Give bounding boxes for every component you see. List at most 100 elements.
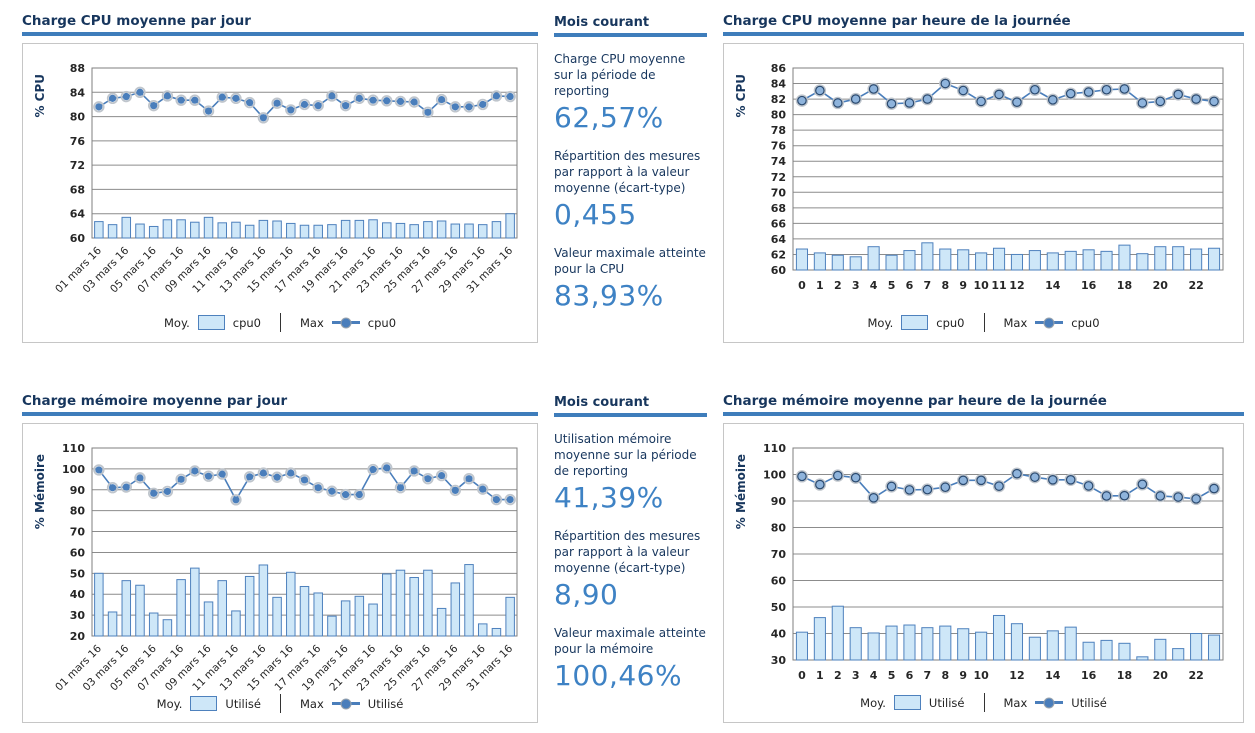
marker-point — [286, 469, 294, 477]
bar-moy — [1082, 641, 1095, 661]
marker-point — [437, 471, 445, 480]
bar-moy — [93, 221, 104, 239]
marker-halo — [1153, 489, 1166, 503]
marker-point — [368, 96, 377, 104]
marker-halo — [1117, 489, 1131, 502]
bar-moy — [1082, 249, 1095, 271]
marker-halo — [312, 481, 324, 494]
marker-point — [218, 470, 226, 478]
marker-halo — [366, 463, 379, 476]
marker-point — [190, 96, 198, 104]
y-axis-title: % Mémoire — [734, 454, 748, 529]
panel-mem-daily: Charge mémoire moyenne par jour 20 30 40 50… — [22, 393, 538, 723]
bar-moy — [189, 567, 200, 637]
bar-moy — [408, 224, 419, 239]
marker-halo — [147, 487, 159, 500]
marker-halo — [866, 491, 880, 505]
x-tick-label: 20 — [1152, 669, 1168, 682]
marker-point — [506, 495, 514, 504]
marker-halo — [956, 474, 969, 487]
bar-moy — [491, 627, 501, 637]
bar-moy — [1028, 250, 1041, 271]
bar-moy — [162, 619, 172, 637]
title-underline — [554, 33, 707, 37]
bar-moy — [463, 564, 474, 637]
marker-halo — [1207, 95, 1220, 108]
title-underline — [22, 32, 538, 36]
bar-moy — [203, 216, 213, 239]
marker-halo — [394, 481, 406, 494]
y-axis-title: % Mémoire — [33, 454, 47, 529]
marker-halo — [1135, 478, 1149, 491]
marker-point — [451, 486, 459, 495]
marker-halo — [1189, 92, 1202, 106]
bar-moy — [381, 573, 392, 637]
marker-point — [423, 475, 431, 483]
marker-halo — [161, 485, 173, 498]
marker-point — [1119, 84, 1129, 94]
x-tick-label: 11 — [991, 279, 1006, 292]
marker-halo — [1135, 96, 1149, 110]
bar-moy — [795, 631, 808, 661]
marker-point — [1190, 494, 1201, 504]
x-tick-label: 16 — [1080, 279, 1096, 292]
bar-moy — [938, 625, 951, 661]
stat-label: Valeur maximale atteinte pour la mémoire — [554, 626, 706, 657]
bar-moy — [230, 221, 241, 239]
marker-point — [410, 467, 418, 475]
marker-halo — [106, 92, 118, 105]
marker-point — [796, 471, 807, 482]
bar-moy — [162, 219, 172, 239]
marker-halo — [257, 467, 269, 479]
stat-mem-stddev: Répartition des mesures par rapport à la… — [554, 529, 707, 611]
marker-point — [1172, 89, 1183, 100]
marker-point — [382, 97, 390, 105]
title-underline — [723, 32, 1244, 36]
marker-point — [957, 85, 968, 96]
marker-point — [355, 94, 363, 102]
marker-halo — [490, 493, 502, 506]
legend-moy-series: Utilisé — [928, 695, 965, 710]
bar-moy — [884, 254, 898, 271]
chart-box-cpu-daily: 60 64 68 72 76 80 84 88 01 mars 16 03 mars 16 05 m… — [22, 43, 538, 343]
marker-halo — [270, 471, 283, 483]
y-tick-label: 90 — [770, 495, 786, 508]
y-tick-label: 110 — [763, 442, 786, 455]
marker-point — [396, 97, 404, 105]
bar-moy — [920, 627, 933, 661]
bar-swatch-icon — [893, 695, 921, 710]
y-tick-label: 70 — [770, 548, 786, 561]
y-tick-label: 80 — [770, 109, 786, 122]
y-tick-label: 72 — [770, 171, 785, 184]
y-tick-label: 90 — [69, 484, 85, 497]
marker-halo — [503, 90, 516, 103]
marker-halo — [974, 474, 987, 487]
bar-moy — [408, 577, 419, 637]
marker-point — [993, 89, 1004, 100]
legend-max-label: Max — [1003, 315, 1028, 330]
marker-point — [922, 484, 932, 495]
marker-point — [204, 107, 212, 115]
marker-point — [814, 479, 825, 490]
bar-moy — [367, 603, 378, 637]
bar-moy — [354, 595, 364, 637]
bar-moy — [1189, 633, 1202, 661]
marker-halo — [188, 465, 201, 477]
marker-halo — [407, 96, 420, 108]
x-tick-label: 12 — [1009, 279, 1024, 292]
stats-panel-cpu: Mois courant Charge CPU moyenne sur la p… — [554, 13, 707, 318]
plot-border — [792, 447, 1223, 661]
marker-halo — [920, 92, 934, 106]
stat-cpu-mean: Charge CPU moyenne sur la période de rep… — [554, 52, 707, 134]
marker-point — [1172, 492, 1183, 502]
marker-halo — [1028, 470, 1041, 484]
marker-point — [163, 487, 171, 496]
y-tick-label: 64 — [770, 233, 786, 246]
bar-moy — [1135, 253, 1148, 271]
y-axis-title: % CPU — [33, 74, 47, 118]
marker-halo — [956, 84, 969, 97]
legend-divider — [983, 693, 985, 712]
marker-point — [868, 493, 878, 503]
marker-point — [886, 98, 896, 109]
